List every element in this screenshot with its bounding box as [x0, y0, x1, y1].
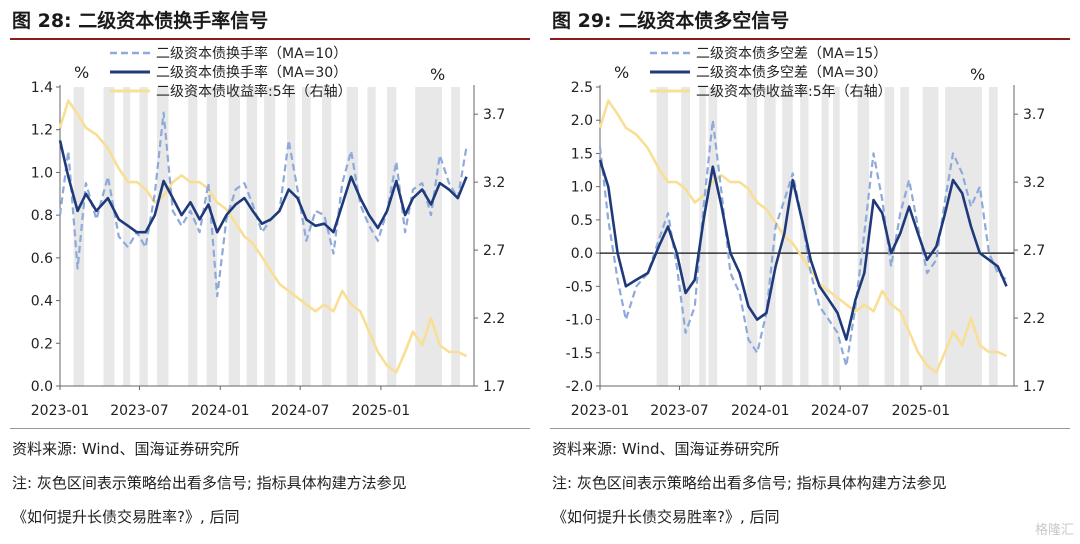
- signal-shade: [821, 87, 829, 386]
- figure-title: 图 29: 二级资本债多空信号: [552, 10, 790, 32]
- y-left-tick-label: 1.2: [31, 123, 53, 139]
- legend-label-2: 二级资本债换手率（MA=30）: [156, 64, 347, 81]
- signal-shade: [188, 87, 198, 386]
- signal-shade: [764, 87, 776, 386]
- footnote-line-1: 注: 灰色区间表示策略给出看多信号; 指标具体构建方法参见: [12, 474, 407, 492]
- title-rule: [550, 38, 1070, 40]
- y-left-tick-label: 0.6: [31, 251, 53, 267]
- right-axis-unit: %: [970, 65, 985, 84]
- x-tick-label: 2024-01: [191, 403, 250, 419]
- footnote-line-2: 《如何提升长债交易胜率?》, 后同: [552, 508, 780, 526]
- y-left-tick-label: -0.5: [566, 279, 593, 295]
- legend-label-2: 二级资本债多空差（MA=30）: [696, 64, 887, 81]
- y-left-tick-label: 0.2: [31, 336, 53, 352]
- signal-shade: [833, 87, 840, 386]
- y-left-tick-label: 0.8: [31, 208, 53, 224]
- footnote-line-1: 注: 灰色区间表示策略给出看多信号; 指标具体构建方法参见: [552, 474, 947, 492]
- y-left-tick-label: 2.0: [571, 113, 593, 129]
- bottom-rule: [550, 428, 1070, 429]
- y-right-tick-label: 1.7: [483, 379, 505, 395]
- signal-shade: [782, 87, 793, 386]
- bottom-rule: [10, 428, 530, 429]
- x-tick-label: 2024-01: [731, 403, 790, 419]
- legend-label-3: 二级资本债收益率:5年（右轴）: [696, 83, 892, 100]
- y-left-tick-label: -1.0: [566, 313, 593, 329]
- signal-shade: [246, 87, 258, 386]
- y-right-tick-label: 1.7: [1023, 379, 1045, 395]
- signal-shade: [346, 87, 359, 386]
- y-left-tick-label: 1.0: [571, 180, 593, 196]
- x-tick-label: 2025-01: [352, 403, 411, 419]
- signal-shade: [322, 87, 332, 386]
- series-line-2: [598, 159, 1008, 341]
- title-rule: [10, 38, 530, 40]
- legend-label-1: 二级资本债多空差（MA=15）: [696, 45, 887, 62]
- signal-shade: [367, 87, 376, 386]
- signal-shade: [139, 87, 148, 386]
- signal-shade: [301, 87, 311, 386]
- figure-title: 图 28: 二级资本债换手率信号: [12, 10, 269, 32]
- y-right-tick-label: 3.7: [483, 107, 505, 123]
- y-left-tick-label: 1.5: [571, 146, 593, 162]
- signal-shade: [922, 87, 939, 386]
- x-tick-label: 2024-07: [271, 403, 330, 419]
- y-right-tick-label: 3.2: [483, 175, 505, 191]
- x-tick-label: 2023-07: [650, 403, 709, 419]
- signal-shade: [286, 87, 296, 386]
- series-line-3: [598, 99, 1008, 374]
- chart-panel-turnover: 图 28: 二级资本债换手率信号 0.0 0.2 0.4 0.6 0.8 1.0 1.2 1.…: [10, 0, 540, 544]
- source-note: 资料来源: Wind、国海证券研究所: [12, 440, 240, 458]
- signal-shade: [699, 87, 706, 386]
- source-note: 资料来源: Wind、国海证券研究所: [552, 440, 780, 458]
- signal-shade: [157, 87, 169, 386]
- signal-shade: [900, 87, 910, 386]
- y-left-tick-label: 1.0: [31, 165, 53, 181]
- y-left-tick-label: 2.5: [571, 80, 593, 96]
- signal-shade: [228, 87, 240, 386]
- footnote-line-2: 《如何提升长债交易胜率?》, 后同: [12, 508, 240, 526]
- series-line-2: [58, 140, 468, 234]
- y-right-tick-label: 2.7: [483, 243, 505, 259]
- y-left-tick-label: -1.5: [566, 346, 593, 362]
- left-axis-unit: %: [74, 63, 89, 82]
- y-right-tick-label: 3.2: [1023, 175, 1045, 191]
- turnover-chart: 0.0 0.2 0.4 0.6 0.8 1.0 1.2 1.4 1.7 2.2 2.7 3.2 3.7 2…: [31, 45, 506, 419]
- x-tick-label: 2023-01: [31, 403, 90, 419]
- signal-shade: [206, 87, 218, 386]
- signal-shade: [73, 87, 85, 386]
- y-left-tick-label: 0.0: [31, 379, 53, 395]
- x-tick-label: 2023-01: [571, 403, 630, 419]
- signal-shade: [264, 87, 276, 386]
- y-left-tick-label: 0.5: [571, 213, 593, 229]
- signal-shade: [387, 87, 397, 386]
- y-right-tick-label: 3.7: [1023, 107, 1045, 123]
- signal-shade: [451, 87, 460, 386]
- longshort-chart: -2.0 -1.5 -1.0 -0.5 0.0 0.5 1.0 1.5 2.0 2.5 1.7 2.2…: [566, 45, 1046, 419]
- y-right-tick-label: 2.2: [1023, 311, 1045, 327]
- x-tick-label: 2023-07: [110, 403, 169, 419]
- legend-label-3: 二级资本债收益率:5年（右轴）: [156, 83, 352, 100]
- y-left-tick-label: 0.0: [571, 246, 593, 262]
- signal-shade: [708, 87, 718, 386]
- series-line-1: [58, 111, 468, 298]
- y-right-tick-label: 2.7: [1023, 243, 1045, 259]
- signal-shade: [746, 87, 758, 386]
- signal-shade: [681, 87, 690, 386]
- signal-shade: [103, 87, 115, 386]
- chart-panel-longshort: 图 29: 二级资本债多空信号 -2.0 -1.5 -1.0 -0.5 0.0 0.5 1.…: [550, 0, 1080, 544]
- legend-label-1: 二级资本债换手率（MA=10）: [156, 45, 347, 62]
- series-line-3: [58, 99, 468, 374]
- y-left-tick-label: 0.4: [31, 294, 53, 310]
- right-axis-unit: %: [430, 65, 445, 84]
- x-tick-label: 2024-07: [811, 403, 870, 419]
- signal-shade: [988, 87, 998, 386]
- x-tick-label: 2025-01: [892, 403, 951, 419]
- signal-shade: [123, 87, 131, 386]
- y-left-tick-label: -2.0: [566, 379, 593, 395]
- y-left-tick-label: 1.4: [31, 80, 53, 96]
- y-right-tick-label: 2.2: [483, 311, 505, 327]
- watermark-logo: 格隆汇: [1034, 523, 1074, 538]
- signal-shade: [884, 87, 895, 386]
- left-axis-unit: %: [614, 63, 629, 82]
